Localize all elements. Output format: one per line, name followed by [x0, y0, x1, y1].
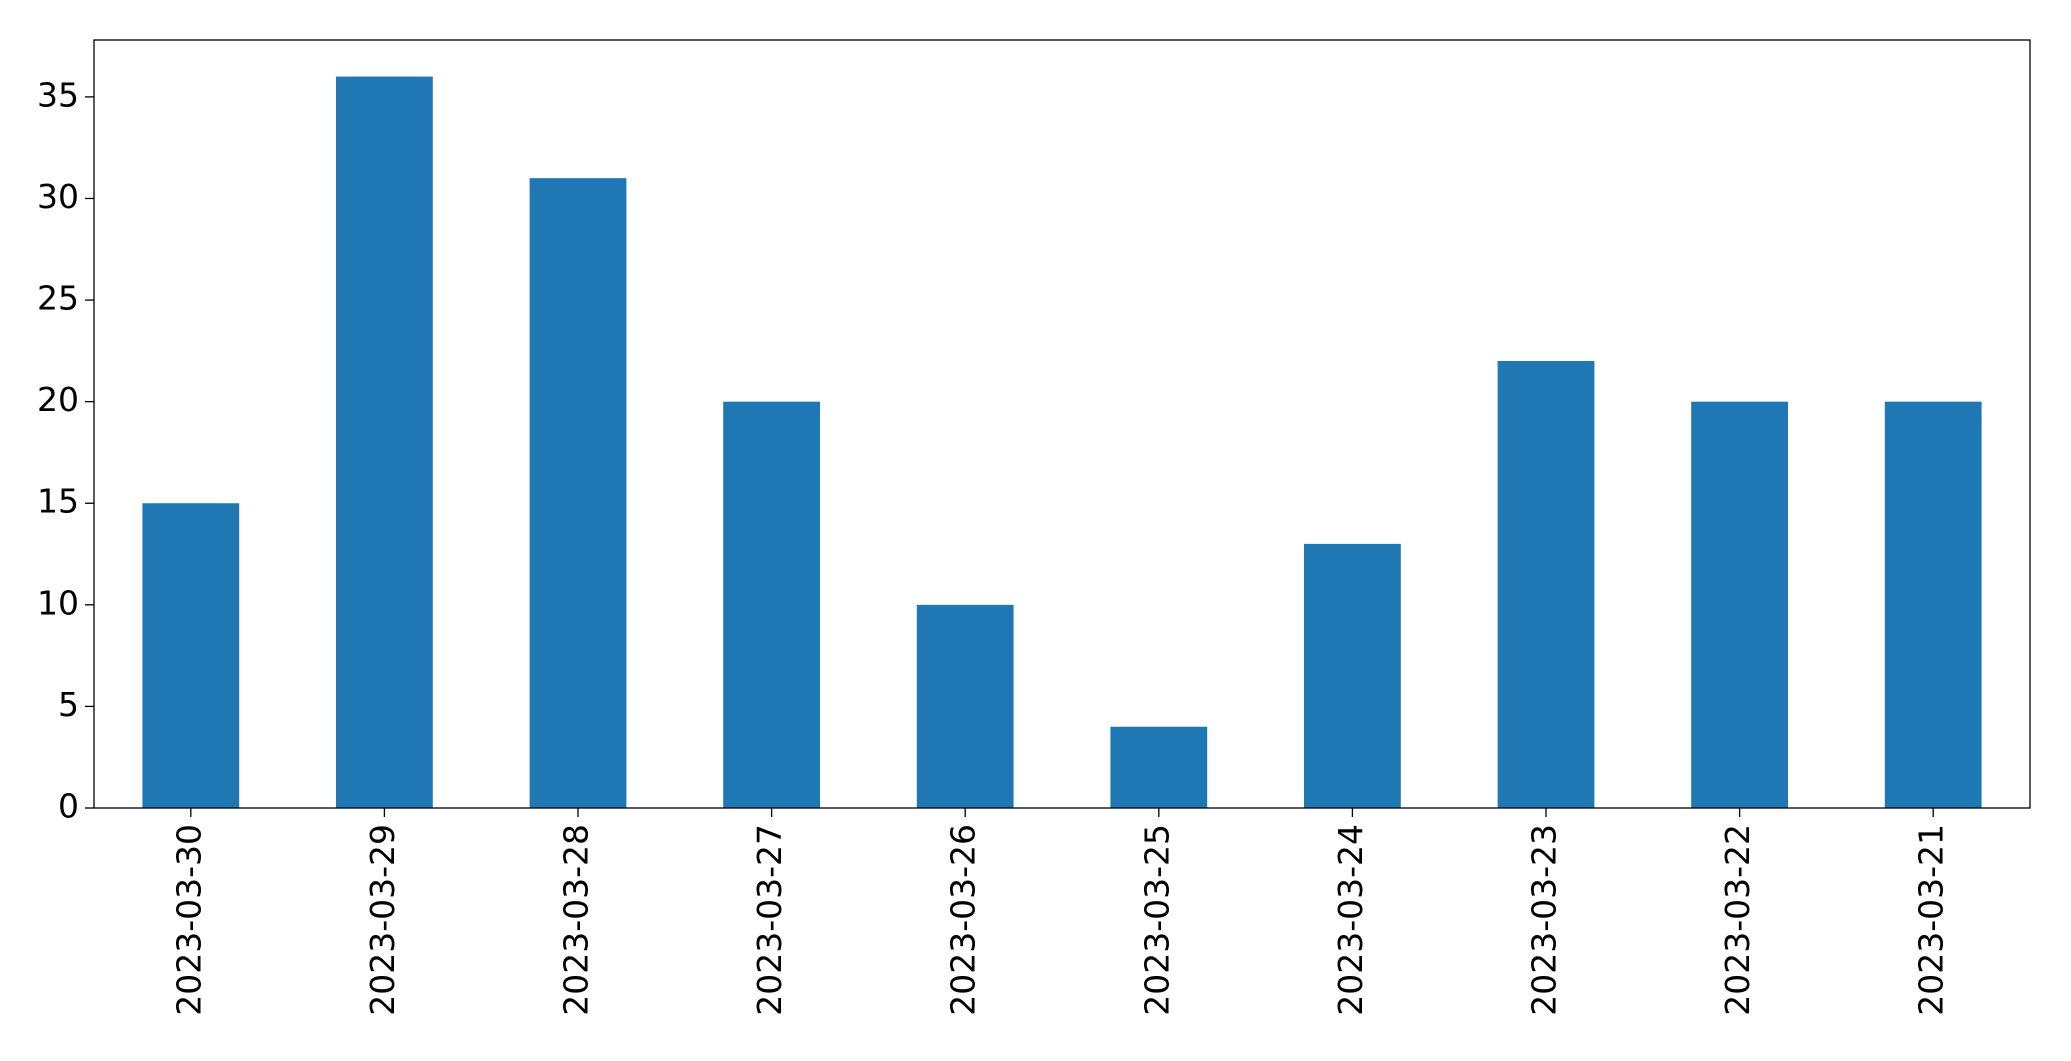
x-tick-label: 2023-03-26	[944, 824, 983, 1016]
x-tick-label: 2023-03-23	[1525, 824, 1564, 1016]
bar	[529, 178, 627, 808]
bar	[916, 604, 1014, 808]
y-tick-label: 5	[58, 685, 79, 724]
y-tick-label: 25	[37, 279, 79, 318]
y-tick-label: 35	[37, 75, 79, 114]
y-tick-label: 30	[37, 177, 79, 216]
x-tick-label: 2023-03-30	[169, 824, 208, 1016]
x-tick-label: 2023-03-21	[1912, 824, 1951, 1016]
x-tick-label: 2023-03-28	[557, 824, 596, 1016]
x-tick-label: 2023-03-24	[1331, 824, 1370, 1016]
y-tick-label: 20	[37, 380, 79, 419]
y-tick-label: 0	[58, 787, 79, 826]
bar	[1691, 401, 1788, 808]
y-tick-label: 15	[37, 482, 79, 521]
bar	[142, 503, 240, 808]
x-tick-label: 2023-03-29	[363, 824, 402, 1016]
bar	[1497, 361, 1595, 808]
x-tick-label: 2023-03-22	[1718, 824, 1757, 1016]
bar	[723, 401, 820, 808]
bar	[1110, 726, 1208, 808]
x-tick-label: 2023-03-25	[1137, 824, 1176, 1016]
y-tick-label: 10	[37, 583, 79, 622]
bar	[336, 76, 433, 809]
x-tick-label: 2023-03-27	[750, 824, 789, 1016]
bar	[1884, 401, 1982, 808]
plot-frame	[93, 39, 2031, 809]
bar	[1304, 543, 1401, 808]
